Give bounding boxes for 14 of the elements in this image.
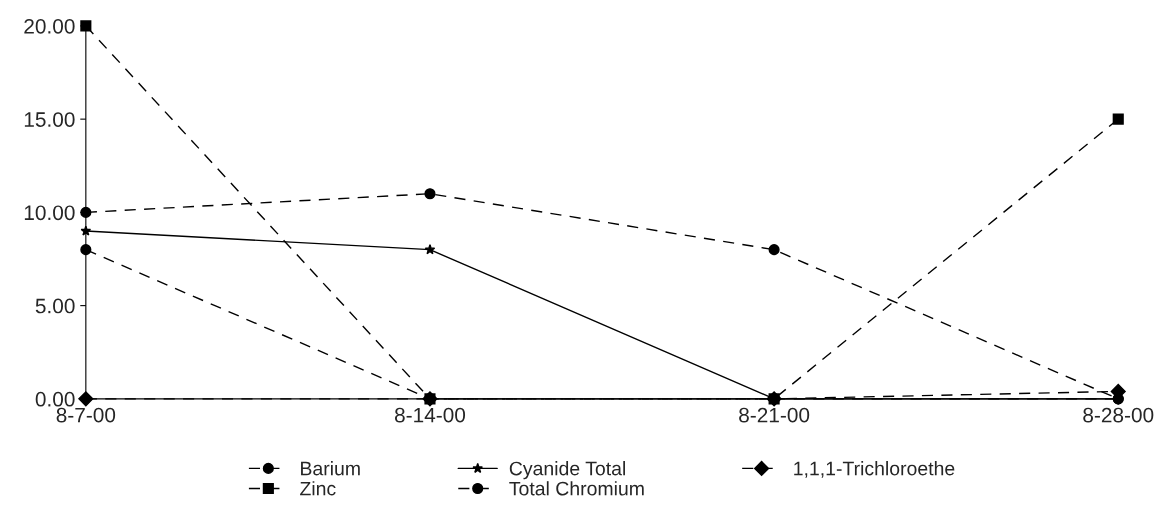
legend-label: 1,1,1-Trichloroethe xyxy=(794,461,955,478)
legend-label: Cyanide Total xyxy=(509,461,625,480)
y-tick-label: 15.00 xyxy=(24,112,75,127)
x-tick-label: 8-7-00 xyxy=(56,407,116,423)
y-tick-label: 20.00 xyxy=(24,18,75,34)
x-tick-label: 8-14-00 xyxy=(394,407,466,423)
y-tick-label: 0.00 xyxy=(35,391,75,407)
x-tick-label: 8-21-00 xyxy=(739,407,810,423)
y-tick-label: 5.00 xyxy=(35,298,75,314)
legend-label: Barium xyxy=(301,461,360,476)
y-tick-label: 10.00 xyxy=(24,205,75,221)
legend-label: Total Chromium xyxy=(509,481,644,496)
x-tick-label: 8-28-00 xyxy=(1083,407,1154,423)
legend-label: Zinc xyxy=(300,481,336,496)
